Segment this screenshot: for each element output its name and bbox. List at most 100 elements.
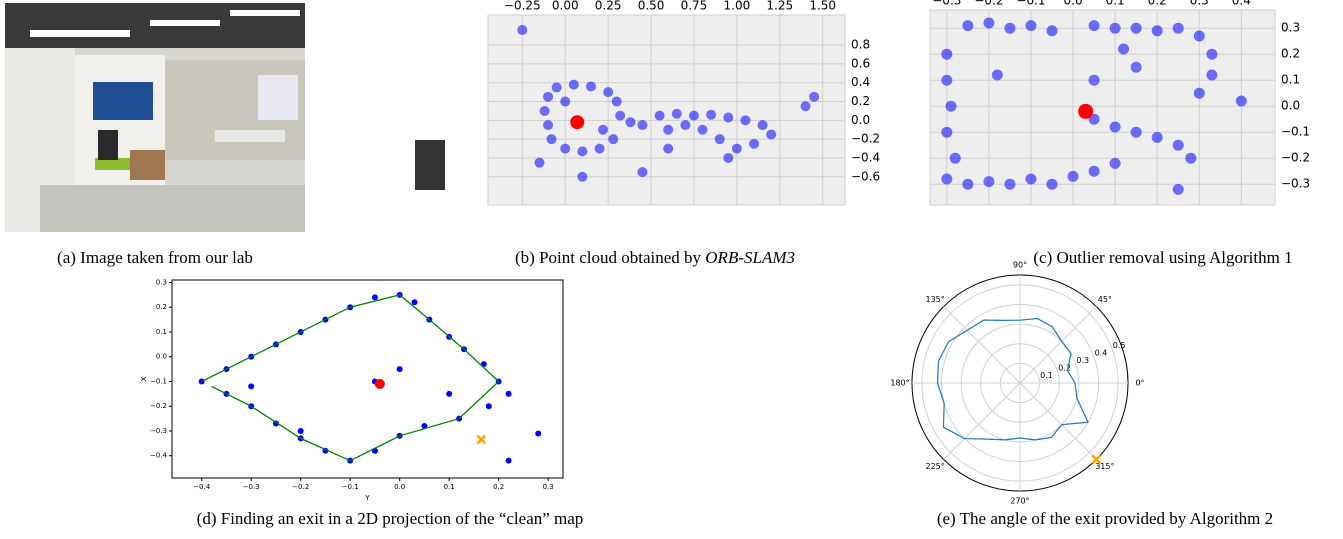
map-point	[941, 49, 952, 60]
map-point	[950, 153, 961, 164]
caption-text: The angle of the exit provided by Algori…	[960, 509, 1274, 528]
lab-photo	[5, 3, 445, 232]
r-tick-label: 0.5	[1113, 341, 1126, 350]
caption-text: Image taken from our lab	[80, 248, 253, 267]
map-point	[595, 144, 605, 154]
y-tick-label: 0.6	[851, 56, 870, 70]
x-tick-label: 0.75	[681, 0, 708, 13]
map-point	[946, 101, 957, 112]
x-tick-label: −0.2	[292, 483, 309, 491]
cabinet	[415, 140, 445, 190]
map-point	[543, 92, 553, 102]
map-point	[637, 120, 647, 130]
x-tick-label: 0.3	[1190, 0, 1209, 8]
map-point	[1206, 49, 1217, 60]
map-point	[372, 294, 378, 300]
map-point	[1194, 31, 1205, 42]
x-tick-label: 0.00	[552, 0, 579, 13]
map-point	[663, 144, 673, 154]
map-point	[1089, 166, 1100, 177]
map-point	[569, 80, 579, 90]
map-point	[506, 458, 512, 464]
map-point	[1236, 96, 1247, 107]
map-point	[1110, 158, 1121, 169]
x-tick-label: 0.2	[1148, 0, 1167, 8]
x-tick-label: 1.50	[809, 0, 836, 13]
map-point	[397, 366, 403, 372]
y-tick-label: −0.2	[851, 132, 880, 146]
caption-label: (b)	[515, 248, 535, 267]
y-tick-label: 0.2	[851, 94, 870, 108]
plot-area	[172, 280, 563, 478]
map-point	[723, 113, 733, 123]
y-axis-label: X	[140, 376, 148, 381]
map-point	[689, 111, 699, 121]
caption: (d) Finding an exit in a 2D projection o…	[197, 509, 584, 528]
x-tick-label: 0.2	[493, 483, 504, 491]
y-tick-label: 0.0	[156, 353, 167, 361]
map-point	[517, 25, 527, 35]
map-point	[1118, 44, 1129, 55]
map-point	[506, 391, 512, 397]
x-tick-label: −0.1	[1016, 0, 1045, 8]
x-tick-label: 0.4	[1232, 0, 1251, 8]
map-point	[577, 172, 587, 182]
map-point	[1131, 62, 1142, 73]
poster	[258, 75, 298, 120]
caption: (e) The angle of the exit provided by Al…	[937, 509, 1273, 528]
y-tick-label: −0.6	[851, 169, 880, 183]
x-tick-label: 0.0	[394, 483, 405, 491]
map-point	[680, 120, 690, 130]
floor	[40, 185, 305, 232]
x-tick-label: 0.0	[1064, 0, 1083, 8]
caption-text: Finding an exit in a 2D projection of th…	[221, 509, 584, 528]
map-point	[534, 158, 544, 168]
map-point	[1173, 184, 1184, 195]
map-point	[1173, 23, 1184, 34]
map-point	[598, 125, 608, 135]
map-point	[608, 134, 618, 144]
map-point	[535, 430, 541, 436]
map-point	[1110, 23, 1121, 34]
r-tick-label: 0.3	[1076, 356, 1089, 365]
map-point	[540, 106, 550, 116]
y-tick-label: 0.3	[156, 278, 167, 286]
map-point	[941, 127, 952, 138]
x-tick-label: 1.25	[766, 0, 793, 13]
map-point	[612, 97, 622, 107]
x-tick-label: −0.4	[193, 483, 211, 491]
map-point	[446, 391, 452, 397]
map-point	[1110, 122, 1121, 133]
theta-tick-label: 90°	[1013, 261, 1027, 270]
center-point	[375, 379, 385, 389]
sign	[93, 82, 153, 120]
y-tick-label: 0.4	[851, 75, 870, 89]
map-point	[732, 144, 742, 154]
ceiling-light	[30, 30, 130, 37]
r-tick-label: 0.4	[1095, 348, 1108, 357]
y-tick-label: −0.1	[1281, 125, 1310, 139]
map-point	[615, 111, 625, 121]
map-point	[749, 139, 759, 149]
y-tick-label: 0.0	[851, 113, 870, 127]
center-point	[1078, 104, 1093, 119]
map-point	[758, 120, 768, 130]
caption-text: Point cloud obtained by	[539, 248, 701, 267]
map-point	[1131, 127, 1142, 138]
map-point	[962, 20, 973, 31]
map-point	[1185, 153, 1196, 164]
map-point	[1004, 179, 1015, 190]
map-point	[1194, 88, 1205, 99]
x-tick-label: −0.1	[342, 483, 359, 491]
y-tick-label: −0.2	[1281, 151, 1310, 165]
theta-tick-label: 135°	[926, 295, 945, 304]
figure: (a) Image taken from our lab (b) Point c…	[0, 0, 1343, 539]
map-point	[809, 92, 819, 102]
map-point	[1047, 25, 1058, 36]
page: (a) Image taken from our lab (b) Point c…	[0, 0, 1343, 539]
x-tick-label: 0.50	[638, 0, 665, 13]
y-tick-label: 0.8	[851, 38, 870, 52]
map-point	[706, 110, 716, 120]
map-point	[655, 111, 665, 121]
map-point	[552, 82, 562, 92]
